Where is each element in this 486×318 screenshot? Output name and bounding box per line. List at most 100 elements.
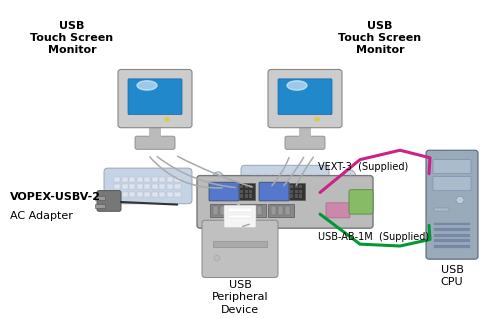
Bar [281,181,287,186]
Bar [122,191,128,197]
Circle shape [456,196,464,204]
Bar [259,174,264,179]
Bar [167,191,173,197]
Bar [266,174,272,179]
Bar [129,184,135,189]
FancyBboxPatch shape [433,176,471,190]
Bar [434,234,470,237]
Bar [290,194,293,198]
Bar [152,184,158,189]
Bar [289,189,295,194]
Text: USB
Peripheral
Device: USB Peripheral Device [212,280,268,315]
Bar [220,206,225,215]
Bar [244,190,247,193]
Bar [159,184,165,189]
FancyBboxPatch shape [128,79,182,114]
FancyBboxPatch shape [97,190,121,211]
Bar [312,189,317,194]
Bar [299,185,302,188]
Bar [290,185,293,188]
Bar [174,184,180,189]
Bar [249,185,252,188]
Bar [278,206,283,215]
Bar [295,194,297,198]
FancyBboxPatch shape [104,168,192,204]
Bar [295,185,297,188]
Bar [152,191,158,197]
Bar [289,174,295,179]
FancyBboxPatch shape [433,160,471,174]
Text: USB
Touch Screen
Monitor: USB Touch Screen Monitor [31,21,114,55]
Bar [210,204,236,217]
FancyBboxPatch shape [209,182,239,201]
FancyBboxPatch shape [118,70,192,128]
Bar [289,181,295,186]
Bar [174,191,180,197]
FancyBboxPatch shape [426,150,478,259]
Text: VEXT-3  (Supplied): VEXT-3 (Supplied) [318,162,408,172]
Bar [295,190,297,193]
Bar [281,174,287,179]
Bar [167,176,173,182]
Bar [137,191,143,197]
Bar [285,206,290,215]
FancyBboxPatch shape [278,79,332,114]
Bar [137,184,143,189]
Bar [249,190,252,193]
FancyBboxPatch shape [326,203,350,218]
Bar [299,190,302,193]
Bar [304,189,310,194]
Bar [434,223,470,225]
Bar [144,184,150,189]
Bar [257,206,262,215]
Bar [312,174,317,179]
Ellipse shape [137,81,157,90]
Text: USB
CPU: USB CPU [441,265,464,287]
Text: VOPEX-USBV-2: VOPEX-USBV-2 [10,192,101,202]
Bar [159,191,165,197]
Bar [174,176,180,182]
Bar [114,191,120,197]
Bar [122,184,128,189]
Bar [240,190,243,193]
Bar [434,228,470,231]
Bar [239,183,255,200]
Bar [289,183,305,200]
Bar [144,176,150,182]
Bar [228,208,252,212]
Bar [240,185,243,188]
Bar [299,125,311,138]
Circle shape [214,255,220,261]
Bar [240,204,266,217]
Bar [434,208,449,211]
Bar [296,174,302,179]
Text: AC Adapter: AC Adapter [10,211,73,221]
Ellipse shape [211,172,225,194]
Circle shape [315,117,319,121]
Bar [251,174,257,179]
Bar [274,174,280,179]
Bar [137,176,143,182]
Bar [114,176,120,182]
FancyBboxPatch shape [349,190,373,214]
FancyBboxPatch shape [268,70,342,128]
Ellipse shape [343,170,357,192]
Bar [296,181,302,186]
Bar [304,174,310,179]
Bar [251,181,257,186]
Bar [259,189,264,194]
Bar [152,176,158,182]
Bar [268,204,294,217]
Bar [299,194,302,198]
Bar [95,196,105,200]
Bar [251,189,257,194]
FancyBboxPatch shape [241,165,329,201]
FancyBboxPatch shape [285,136,325,149]
FancyBboxPatch shape [259,182,289,201]
Bar [213,206,218,215]
Bar [249,194,252,198]
Bar [244,194,247,198]
Text: USB
Touch Screen
Monitor: USB Touch Screen Monitor [338,21,421,55]
Bar [114,184,120,189]
Bar [296,189,302,194]
